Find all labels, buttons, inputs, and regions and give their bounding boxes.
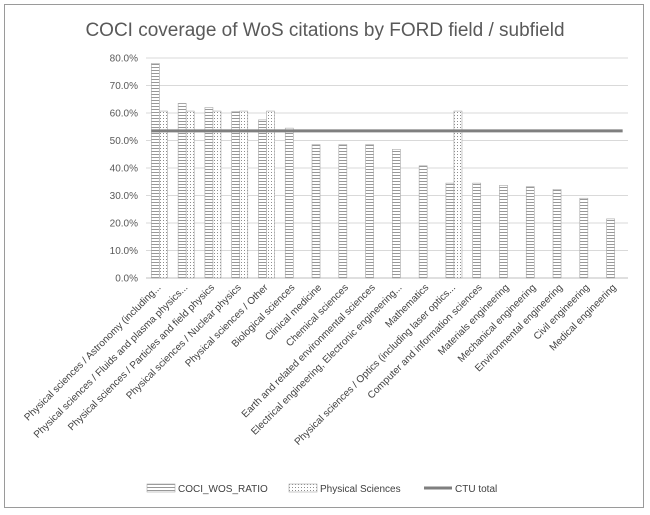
- legend-label: Physical Sciences: [320, 484, 401, 495]
- y-tick-label: 30.0%: [110, 191, 138, 202]
- bar-coci-wos-ratio: [311, 144, 321, 279]
- y-tick-label: 70.0%: [110, 81, 138, 92]
- y-tick-label: 0.0%: [115, 274, 138, 285]
- bar-coci-wos-ratio: [392, 149, 401, 279]
- bar-coci-wos-ratio: [338, 144, 348, 279]
- bar-coci-wos-ratio: [284, 127, 294, 279]
- bar-coci-wos-ratio: [445, 182, 455, 279]
- y-tick-label: 40.0%: [110, 164, 138, 175]
- legend-item-physical-sciences: Physical Sciences: [288, 483, 401, 495]
- bar-coci-wos-ratio: [365, 144, 374, 279]
- bar-physical-sciences: [185, 110, 195, 279]
- bar-coci-wos-ratio: [231, 111, 241, 279]
- chart-title: COCI coverage of WoS citations by FORD f…: [85, 20, 564, 41]
- bar-coci-wos-ratio: [258, 119, 267, 279]
- bar-coci-wos-ratio: [579, 197, 589, 279]
- bar-physical-sciences: [239, 110, 249, 279]
- legend-item-coci-wos-ratio: COCI_WOS_RATIO: [146, 483, 268, 495]
- legend-label: COCI_WOS_RATIO: [178, 484, 268, 495]
- bar-coci-wos-ratio: [151, 63, 160, 279]
- y-tick-label: 80.0%: [110, 54, 138, 65]
- y-tick-label: 10.0%: [110, 246, 138, 257]
- y-tick-label: 60.0%: [110, 109, 138, 120]
- legend-label: CTU total: [455, 484, 497, 495]
- bar-coci-wos-ratio: [418, 165, 428, 279]
- y-tick-label: 50.0%: [110, 136, 138, 147]
- legend-swatch: [146, 483, 176, 493]
- bar-coci-wos-ratio: [552, 189, 562, 279]
- bar-physical-sciences: [212, 110, 222, 279]
- legend-swatch: [288, 483, 318, 493]
- y-tick-label: 20.0%: [110, 219, 138, 230]
- bar-physical-sciences: [266, 110, 275, 279]
- bar-coci-wos-ratio: [606, 218, 615, 279]
- bar-physical-sciences: [159, 110, 168, 279]
- chart-frame: [4, 4, 644, 508]
- bar-physical-sciences: [453, 110, 463, 279]
- bar-coci-wos-ratio: [472, 182, 482, 279]
- bar-coci-wos-ratio: [499, 185, 508, 279]
- bar-coci-wos-ratio: [525, 186, 535, 279]
- bar-coci-wos-ratio: [204, 107, 214, 279]
- legend-item-ctu-total: CTU total: [424, 484, 497, 495]
